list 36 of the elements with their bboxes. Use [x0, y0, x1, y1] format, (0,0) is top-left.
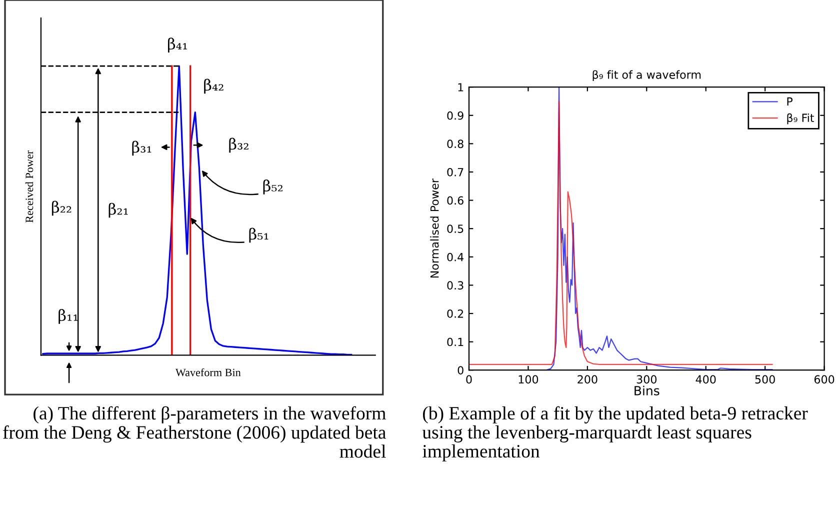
annotation: β₅₂: [263, 180, 282, 194]
annotation: β₂₁: [108, 202, 128, 218]
chart-title: β₉ fit of a waveform: [592, 70, 701, 82]
y-tick-label: 0.8: [447, 140, 464, 148]
annotation: β₅₁: [249, 228, 268, 243]
legend-label: P: [787, 97, 793, 106]
annotation: β₂₂: [52, 200, 72, 216]
x-tick-label: 300: [636, 375, 657, 384]
y-tick-label: 0.5: [447, 224, 464, 233]
x-tick-label: 100: [518, 375, 538, 384]
y-tick-label: 0.2: [447, 309, 464, 318]
annotation: β₃₁: [132, 140, 152, 156]
text: β₄₁: [168, 38, 187, 52]
x-tick-label: 500: [755, 375, 775, 384]
x-tick-label: 600: [814, 375, 834, 384]
y-tick-label: 0.3: [447, 281, 464, 290]
y-tick-label: 0.9: [447, 111, 464, 120]
y-tick-label: 0.6: [447, 196, 464, 205]
x-tick-label: 200: [578, 375, 598, 384]
y-axis-title: Received Power: [25, 150, 34, 223]
y-tick-label: 0: [458, 366, 464, 374]
x-tick-label: 0: [466, 375, 472, 384]
legend-label: β₉ Fit: [787, 113, 814, 124]
text: (a) The different β-parameters in the waveform from the Deng & Featherstone (2006) updated beta model: [3, 406, 386, 458]
y-tick-label: 0.1: [447, 338, 464, 346]
y-tick-label: 0.4: [447, 252, 464, 262]
y-axis-title: Normalised Power: [430, 178, 439, 278]
annotation: β₄₂: [204, 78, 224, 94]
annotation: β₁₁: [58, 309, 78, 324]
x-axis-title: Bins: [634, 386, 660, 396]
x-axis-title: Waveform Bin: [175, 368, 241, 376]
annotation: β₃₂: [229, 138, 248, 153]
text: (b) Example of a fit by the updated beta-9 retracker using the levenberg-marquardt least squares implementation: [422, 406, 808, 462]
x-tick-label: 400: [696, 375, 716, 384]
y-tick-label: 1: [458, 83, 464, 92]
y-tick-label: 0.7: [447, 168, 464, 176]
